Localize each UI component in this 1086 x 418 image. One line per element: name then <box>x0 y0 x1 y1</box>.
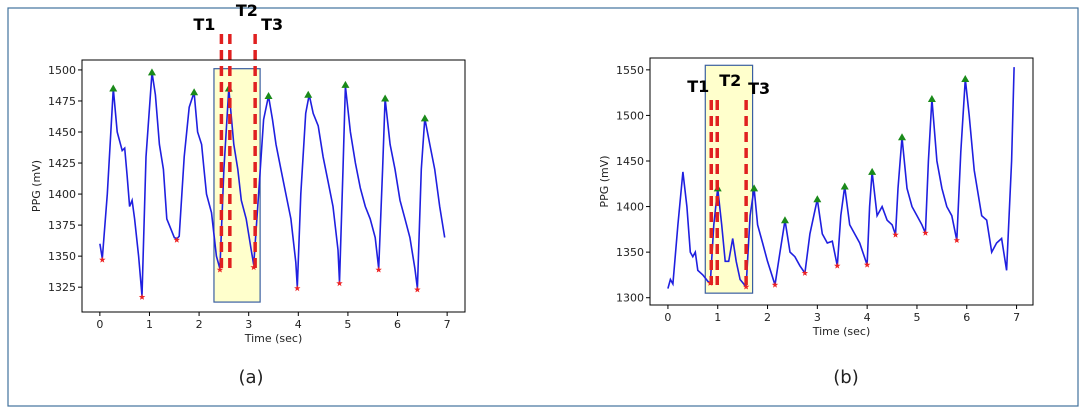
peak-marker <box>868 167 877 175</box>
peak-marker <box>109 84 118 92</box>
chart: 0 1 2 3 4 5 6 7 1300 1350 1400 1450 1500 1550 Time (se… <box>598 57 1034 388</box>
y-tick-label: 1350 <box>616 246 644 259</box>
threshold-label: T3 <box>261 15 283 34</box>
y-tick-label: 1500 <box>48 64 76 77</box>
y-tick-label: 1325 <box>48 281 76 294</box>
y-tick-label: 1300 <box>616 292 644 305</box>
trough-marker <box>922 229 929 236</box>
trough-marker <box>216 266 224 273</box>
axes-frame <box>649 57 1034 306</box>
peak-marker <box>780 216 789 224</box>
peak-marker <box>381 94 390 102</box>
chart: 0 1 2 3 4 5 6 7 1325 1350 1375 1400 1425 1450 1475 1500… <box>30 1 466 388</box>
y-tick-label: 1400 <box>48 188 76 201</box>
threshold-label: T1 <box>193 15 215 34</box>
trough-marker <box>414 286 421 293</box>
trough-marker <box>138 293 146 300</box>
peak-marker <box>304 90 313 98</box>
trough-marker <box>801 269 809 276</box>
y-tick-label: 1350 <box>48 250 76 263</box>
trough-marker <box>742 283 750 290</box>
x-tick-label: 6 <box>963 311 970 324</box>
trough-marker <box>294 285 301 292</box>
peak-marker <box>420 114 429 122</box>
trough-marker <box>99 256 106 263</box>
trough-marker <box>336 280 343 287</box>
peak-marker <box>190 88 199 96</box>
peak-marker <box>750 184 759 192</box>
y-tick-label: 1550 <box>616 64 644 77</box>
y-tick-label: 1450 <box>48 126 76 139</box>
x-tick-label: 5 <box>344 318 351 331</box>
peak-marker <box>264 92 273 99</box>
peak-marker <box>898 133 907 141</box>
threshold-label: T2 <box>236 1 258 20</box>
x-tick-label: 1 <box>714 311 721 324</box>
peak-marker <box>147 68 156 76</box>
threshold-label: T1 <box>687 77 709 96</box>
y-tick-label: 1400 <box>616 201 644 214</box>
x-tick-label: 6 <box>394 318 401 331</box>
trough-marker <box>953 236 960 243</box>
x-tick-label: 3 <box>814 311 821 324</box>
signal-line <box>99 72 446 296</box>
peak-marker <box>813 195 822 203</box>
x-axis-label: Time (sec) <box>244 332 303 345</box>
y-tick-label: 1425 <box>48 157 76 170</box>
caption: (a) <box>238 367 263 388</box>
trough-marker <box>173 236 180 243</box>
peak-marker <box>840 182 849 190</box>
trough-marker <box>834 262 841 269</box>
caption: (b) <box>833 367 858 388</box>
x-tick-label: 3 <box>245 318 252 331</box>
peak-marker <box>341 80 350 88</box>
peak-marker <box>961 74 970 82</box>
threshold-label: T3 <box>748 79 770 98</box>
x-axis-label: Time (sec) <box>812 325 871 338</box>
x-tick-label: 1 <box>146 318 153 331</box>
x-tick-label: 7 <box>444 318 451 331</box>
x-tick-label: 0 <box>664 311 671 324</box>
y-tick-label: 1375 <box>48 219 76 232</box>
trough-marker <box>771 281 779 288</box>
x-tick-label: 0 <box>96 318 103 331</box>
threshold-label: T2 <box>719 71 741 90</box>
x-tick-label: 5 <box>913 311 920 324</box>
trough-marker <box>375 266 382 273</box>
y-axis-label: PPG (mV) <box>598 155 611 207</box>
trough-marker <box>863 261 871 268</box>
x-tick-label: 2 <box>196 318 203 331</box>
x-tick-label: 2 <box>764 311 771 324</box>
y-tick-label: 1500 <box>616 109 644 122</box>
axes-frame <box>81 59 466 313</box>
figure-border <box>7 7 1079 407</box>
x-tick-label: 4 <box>864 311 871 324</box>
trough-marker <box>892 231 899 238</box>
x-tick-label: 4 <box>295 318 302 331</box>
y-tick-label: 1450 <box>616 155 644 168</box>
peak-marker <box>927 95 936 103</box>
y-axis-label: PPG (mV) <box>30 160 43 212</box>
x-tick-label: 7 <box>1013 311 1020 324</box>
y-tick-label: 1475 <box>48 95 76 108</box>
